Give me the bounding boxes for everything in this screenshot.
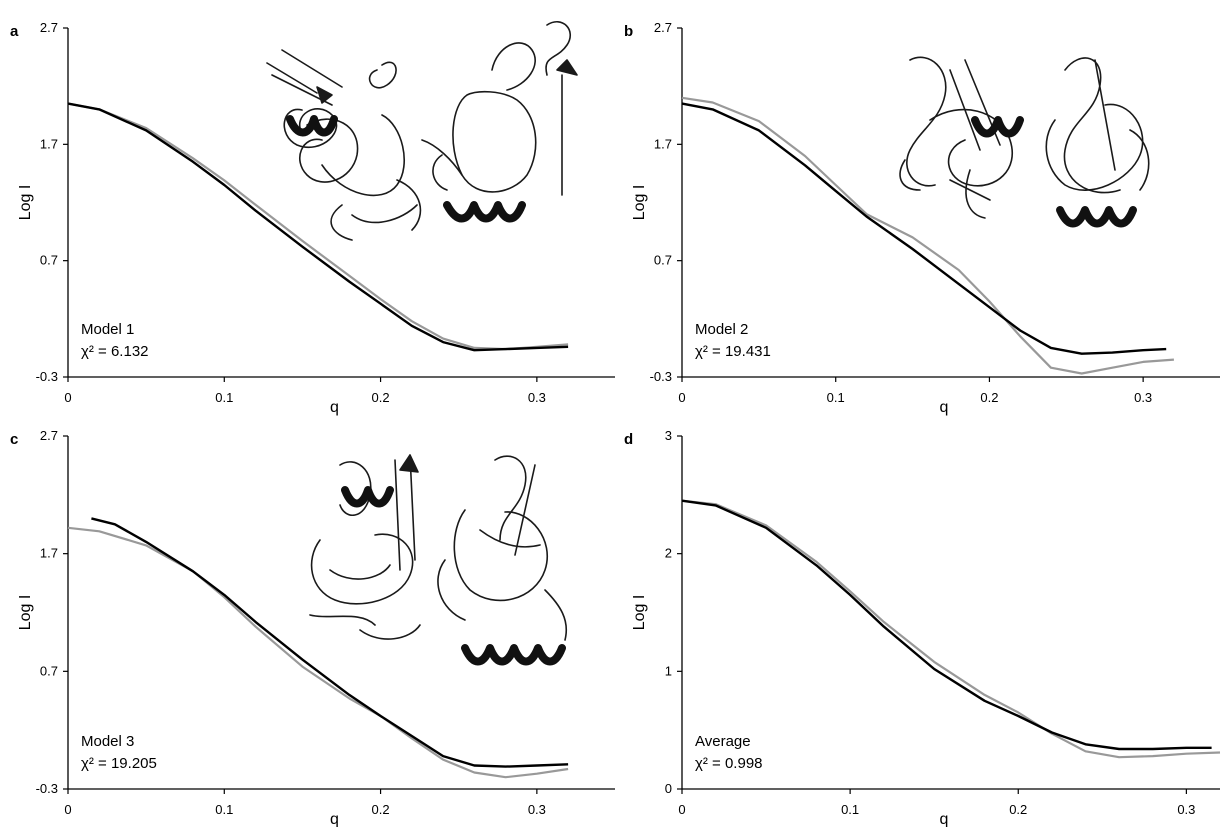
model-label: Model 1 <box>81 321 134 338</box>
x-tick-label: 0.3 <box>528 390 546 405</box>
y-tick-label: 3 <box>665 428 672 443</box>
x-tick-label: 0 <box>64 802 71 817</box>
chart-panel-c: -0.3 0.7 1.7 2.7 0 0.1 0.2 0.3 q Log I c Model 3 χ² … <box>10 428 615 827</box>
y-tick-label: -0.3 <box>36 369 58 384</box>
y-axis-label: Log I <box>17 595 34 631</box>
y-tick-label: 0.7 <box>40 253 58 268</box>
x-tick-label: 0 <box>678 390 685 405</box>
y-tick-label: 2.7 <box>40 20 58 35</box>
x-tick-label: 0.1 <box>841 802 859 817</box>
x-tick-label: 0 <box>678 802 685 817</box>
chart-panel-a: -0.3 0.7 1.7 2.7 0 0.1 0.2 0.3 q Log I a Model 1 χ² … <box>10 20 615 416</box>
x-tick-label: 0.1 <box>215 802 233 817</box>
x-axis-label: q <box>330 811 339 827</box>
chart-panel-b: -0.3 0.7 1.7 2.7 0 0.1 0.2 0.3 q Log I b Model 2 χ² … <box>624 20 1220 416</box>
y-tick-label: -0.3 <box>36 781 58 796</box>
series-line-fit <box>681 499 1221 759</box>
y-tick-label: 2 <box>665 546 672 561</box>
series-line-experimental <box>67 102 569 352</box>
series-line-experimental <box>681 102 1167 355</box>
y-axis-label: Log I <box>631 185 648 221</box>
panel-label: b <box>624 23 633 40</box>
x-axis-label: q <box>330 399 339 416</box>
model-label: Model 2 <box>695 321 748 338</box>
panel-label: a <box>10 23 19 40</box>
x-tick-label: 0.3 <box>1177 802 1195 817</box>
y-tick-label: 1.7 <box>654 136 672 151</box>
protein-structure-a <box>266 21 578 241</box>
series-line-experimental <box>681 499 1212 751</box>
x-tick-label: 0.1 <box>215 390 233 405</box>
x-tick-label: 0.2 <box>372 390 390 405</box>
y-tick-label: 0.7 <box>40 663 58 678</box>
panel-label: d <box>624 431 633 448</box>
chi-square-label: χ² = 0.998 <box>695 755 763 772</box>
x-tick-label: 0.3 <box>1134 390 1152 405</box>
series-line-fit <box>67 102 569 351</box>
y-tick-label: 0.7 <box>654 253 672 268</box>
x-axis-label: q <box>940 399 949 416</box>
x-axis-label: q <box>940 811 949 827</box>
y-tick-label: 1.7 <box>40 136 58 151</box>
x-tick-label: 0.2 <box>980 390 998 405</box>
chart-panel-d: 0 1 2 3 0 0.1 0.2 0.3 q Log I d Average χ² = 0.998 <box>624 428 1221 827</box>
y-tick-label: -0.3 <box>650 369 672 384</box>
series-line-fit <box>681 96 1174 375</box>
x-tick-label: 0.3 <box>528 802 546 817</box>
y-axis-label: Log I <box>17 185 34 221</box>
model-label: Model 3 <box>81 733 134 750</box>
chi-square-label: χ² = 19.205 <box>81 755 157 772</box>
x-tick-label: 0 <box>64 390 71 405</box>
chi-square-label: χ² = 6.132 <box>81 343 149 360</box>
panel-label: c <box>10 431 18 448</box>
x-tick-label: 0.1 <box>827 390 845 405</box>
y-tick-label: 1.7 <box>40 546 58 561</box>
chi-square-label: χ² = 19.431 <box>695 343 771 360</box>
protein-structure-c <box>309 454 567 666</box>
y-axis-label: Log I <box>631 595 648 631</box>
y-tick-label: 2.7 <box>40 428 58 443</box>
x-tick-label: 0.2 <box>1009 802 1027 817</box>
x-tick-label: 0.2 <box>372 802 390 817</box>
protein-structure-b <box>899 56 1150 228</box>
series-line-fit <box>67 526 569 779</box>
y-tick-label: 1 <box>665 663 672 678</box>
y-tick-label: 2.7 <box>654 20 672 35</box>
model-label: Average <box>695 733 751 750</box>
y-tick-label: 0 <box>665 781 672 796</box>
series-line-experimental <box>91 517 569 768</box>
